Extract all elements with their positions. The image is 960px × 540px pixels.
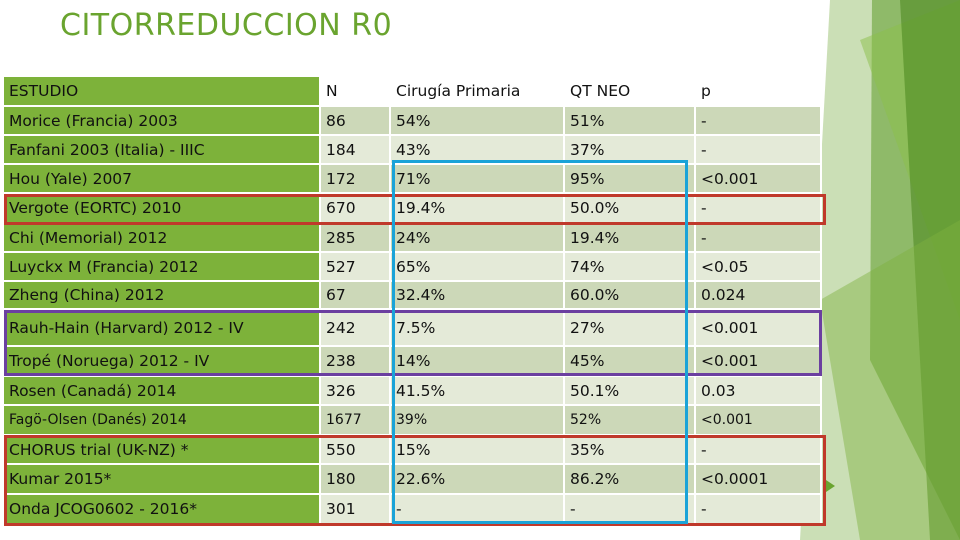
cell-primary-surgery: 32.4% — [391, 282, 565, 310]
cell-study: Morice (Francia) 2003 — [4, 107, 321, 136]
cell-neoadjuvant: 86.2% — [565, 465, 696, 495]
cell-neoadjuvant: 51% — [565, 107, 696, 136]
cell-n: 172 — [321, 165, 391, 194]
cell-neoadjuvant: 50.0% — [565, 194, 696, 224]
cell-study: Fanfani 2003 (Italia) - IIIC — [4, 136, 321, 165]
cell-n: 242 — [321, 310, 391, 347]
cell-study: Onda JCOG0602 - 2016* — [4, 495, 321, 525]
table-row: Tropé (Noruega) 2012 - IV 238 14% 45% <0.001 — [4, 347, 822, 377]
cell-study: CHORUS trial (UK-NZ) * — [4, 436, 321, 465]
cell-primary-surgery: 54% — [391, 107, 565, 136]
cell-study: Fagö-Olsen (Danés) 2014 — [4, 406, 321, 436]
header-primary-surgery: Cirugía Primaria — [391, 77, 565, 107]
cell-p-value: - — [696, 107, 822, 136]
cell-neoadjuvant: 95% — [565, 165, 696, 194]
cell-p-value: <0.001 — [696, 406, 822, 436]
cell-n: 670 — [321, 194, 391, 224]
cell-study: Luyckx M (Francia) 2012 — [4, 253, 321, 282]
cell-neoadjuvant: 50.1% — [565, 377, 696, 406]
table-row: Onda JCOG0602 - 2016* 301- - - — [4, 495, 822, 525]
cell-p-value: - — [696, 136, 822, 165]
cell-study: Hou (Yale) 2007 — [4, 165, 321, 194]
cell-neoadjuvant: 37% — [565, 136, 696, 165]
cell-neoadjuvant: 19.4% — [565, 224, 696, 253]
cell-n: 238 — [321, 347, 391, 377]
cell-p-value: <0.001 — [696, 310, 822, 347]
cell-primary-surgery: - — [391, 495, 565, 525]
cell-n: 184 — [321, 136, 391, 165]
cell-n: 550 — [321, 436, 391, 465]
cell-n: 86 — [321, 107, 391, 136]
cell-neoadjuvant: 45% — [565, 347, 696, 377]
cell-n: 326 — [321, 377, 391, 406]
table-row: Luyckx M (Francia) 2012 527 65% 74% <0.05 — [4, 253, 822, 282]
table-row: Rosen (Canadá) 2014 326 41.5% 50.1% 0.03 — [4, 377, 822, 406]
cell-p-value: 0.024 — [696, 282, 822, 310]
cell-neoadjuvant: 60.0% — [565, 282, 696, 310]
cell-neoadjuvant: 52% — [565, 406, 696, 436]
cell-primary-surgery: 41.5% — [391, 377, 565, 406]
cell-primary-surgery: 7.5% — [391, 310, 565, 347]
cell-study: Kumar 2015* — [4, 465, 321, 495]
cell-primary-surgery: 14% — [391, 347, 565, 377]
cell-study: Vergote (EORTC) 2010 — [4, 194, 321, 224]
cell-primary-surgery: 15% — [391, 436, 565, 465]
slide-title: CITORREDUCCION R0 — [60, 8, 393, 43]
table-row: Rauh-Hain (Harvard) 2012 - IV 242 7.5% 27% <… — [4, 310, 822, 347]
cell-p-value: <0.001 — [696, 347, 822, 377]
table-row: Fanfani 2003 (Italia) - IIIC 184 43% 37% - — [4, 136, 822, 165]
cell-primary-surgery: 22.6% — [391, 465, 565, 495]
cell-p-value: <0.0001 — [696, 465, 822, 495]
cell-n: 527 — [321, 253, 391, 282]
cell-primary-surgery: 43% — [391, 136, 565, 165]
cell-primary-surgery: 71% — [391, 165, 565, 194]
cell-n: 301 — [321, 495, 391, 525]
table-row: Zheng (China) 2012 67 32.4% 60.0% 0.024 — [4, 282, 822, 310]
cell-neoadjuvant: - — [565, 495, 696, 525]
table-row: Fagö-Olsen (Danés) 2014 1677 39% 52% <0.001 — [4, 406, 822, 436]
header-study: ESTUDIO — [4, 77, 321, 107]
cell-p-value: - — [696, 224, 822, 253]
table-row: Chi (Memorial) 2012 285 24% 19.4% - — [4, 224, 822, 253]
cell-p-value: <0.001 — [696, 165, 822, 194]
header-p-value: p — [696, 77, 822, 107]
table-row: Hou (Yale) 2007 172 71% 95% <0.001 — [4, 165, 822, 194]
header-n: N — [321, 77, 391, 107]
cell-n: 180 — [321, 465, 391, 495]
cell-p-value: 0.03 — [696, 377, 822, 406]
cell-p-value: - — [696, 194, 822, 224]
cell-neoadjuvant: 35% — [565, 436, 696, 465]
cell-study: Chi (Memorial) 2012 — [4, 224, 321, 253]
cell-primary-surgery: 65% — [391, 253, 565, 282]
cell-n: 285 — [321, 224, 391, 253]
cell-study: Rauh-Hain (Harvard) 2012 - IV — [4, 310, 321, 347]
table-row: CHORUS trial (UK-NZ) * 550 15% 35% - — [4, 436, 822, 465]
cell-p-value: - — [696, 436, 822, 465]
studies-table: ESTUDIO N Cirugía Primaria QT NEO p Morice (F… — [4, 77, 822, 525]
cell-n: 67 — [321, 282, 391, 310]
cell-primary-surgery: 24% — [391, 224, 565, 253]
cell-n: 1677 — [321, 406, 391, 436]
cell-primary-surgery: 39% — [391, 406, 565, 436]
cell-p-value: <0.05 — [696, 253, 822, 282]
cell-study: Zheng (China) 2012 — [4, 282, 321, 310]
cell-study: Rosen (Canadá) 2014 — [4, 377, 321, 406]
header-neoadjuvant: QT NEO — [565, 77, 696, 107]
cell-primary-surgery: 19.4% — [391, 194, 565, 224]
table-row: Morice (Francia) 2003 86 54% 51% - — [4, 107, 822, 136]
table-row: Vergote (EORTC) 2010 670 19.4% 50.0% - — [4, 194, 822, 224]
cell-study: Tropé (Noruega) 2012 - IV — [4, 347, 321, 377]
table-row: Kumar 2015* 180 22.6% 86.2% <0.0001 — [4, 465, 822, 495]
table-header-row: ESTUDIO N Cirugía Primaria QT NEO p — [4, 77, 822, 107]
cell-neoadjuvant: 27% — [565, 310, 696, 347]
cell-p-value: - — [696, 495, 822, 525]
cell-neoadjuvant: 74% — [565, 253, 696, 282]
